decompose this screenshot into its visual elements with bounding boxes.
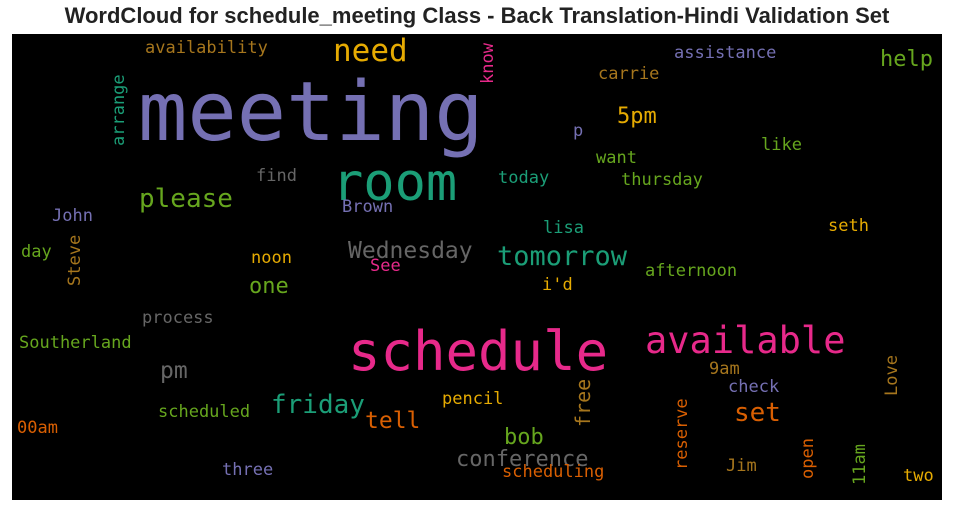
word-steve: Steve — [65, 234, 85, 286]
word-today: today — [498, 168, 550, 188]
word-open: open — [798, 438, 818, 479]
word-check: check — [728, 377, 780, 397]
word-arrange: arrange — [109, 74, 129, 146]
word-friday: friday — [271, 390, 365, 420]
word-afternoon: afternoon — [645, 261, 738, 281]
word-availability: availability — [145, 38, 268, 58]
word-set: set — [734, 398, 781, 428]
word-find: find — [256, 166, 297, 186]
word-love: Love — [882, 355, 902, 396]
word-two: two — [903, 466, 934, 486]
word-please: please — [139, 184, 233, 214]
word-bob: bob — [504, 425, 544, 450]
word-pencil: pencil — [442, 389, 504, 409]
word-conference: conference — [456, 447, 589, 472]
word-know: know — [478, 43, 498, 84]
word-9am: 9am — [709, 359, 740, 379]
word-thursday: thursday — [621, 170, 703, 190]
word-three: three — [222, 460, 274, 480]
word-assistance: assistance — [674, 43, 777, 63]
chart-title: WordCloud for schedule_meeting Class - B… — [64, 3, 890, 28]
word-pm: pm — [160, 358, 188, 384]
word-lisa: lisa — [543, 218, 584, 238]
word-carrie: carrie — [598, 64, 660, 84]
word-tomorrow: tomorrow — [497, 241, 628, 272]
word-want: want — [596, 148, 637, 168]
word-5pm: 5pm — [617, 104, 657, 129]
word-brown: Brown — [342, 197, 394, 217]
word-noon: noon — [251, 248, 292, 268]
word-process: process — [142, 308, 214, 328]
word-00am: 00am — [17, 418, 58, 438]
word-i-d: i'd — [542, 275, 573, 295]
word-wednesday: Wednesday — [348, 238, 473, 264]
word-southerland: Southerland — [19, 333, 132, 353]
word-free: free — [571, 378, 595, 427]
word-scheduling: scheduling — [502, 462, 605, 482]
word-jim: Jim — [726, 456, 757, 476]
word-11am: 11am — [850, 444, 870, 485]
word-like: like — [761, 135, 802, 155]
word-seth: seth — [828, 216, 869, 236]
word-reserve: reserve — [672, 398, 692, 470]
word-see: See — [370, 256, 401, 276]
word-one: one — [249, 274, 289, 299]
word-scheduled: scheduled — [158, 402, 251, 422]
word-room: room — [332, 153, 458, 213]
word-meeting: meeting — [138, 65, 484, 160]
word-help: help — [880, 47, 933, 72]
word-p: p — [573, 121, 584, 141]
word-cloud-canvas: meeting schedule room available need tomorrow… — [12, 34, 942, 500]
word-john: John — [52, 206, 93, 226]
word-schedule: schedule — [348, 320, 609, 383]
word-need: need — [333, 34, 408, 69]
word-available: available — [645, 319, 846, 362]
word-tell: tell — [365, 408, 421, 434]
word-day: day — [21, 242, 52, 262]
